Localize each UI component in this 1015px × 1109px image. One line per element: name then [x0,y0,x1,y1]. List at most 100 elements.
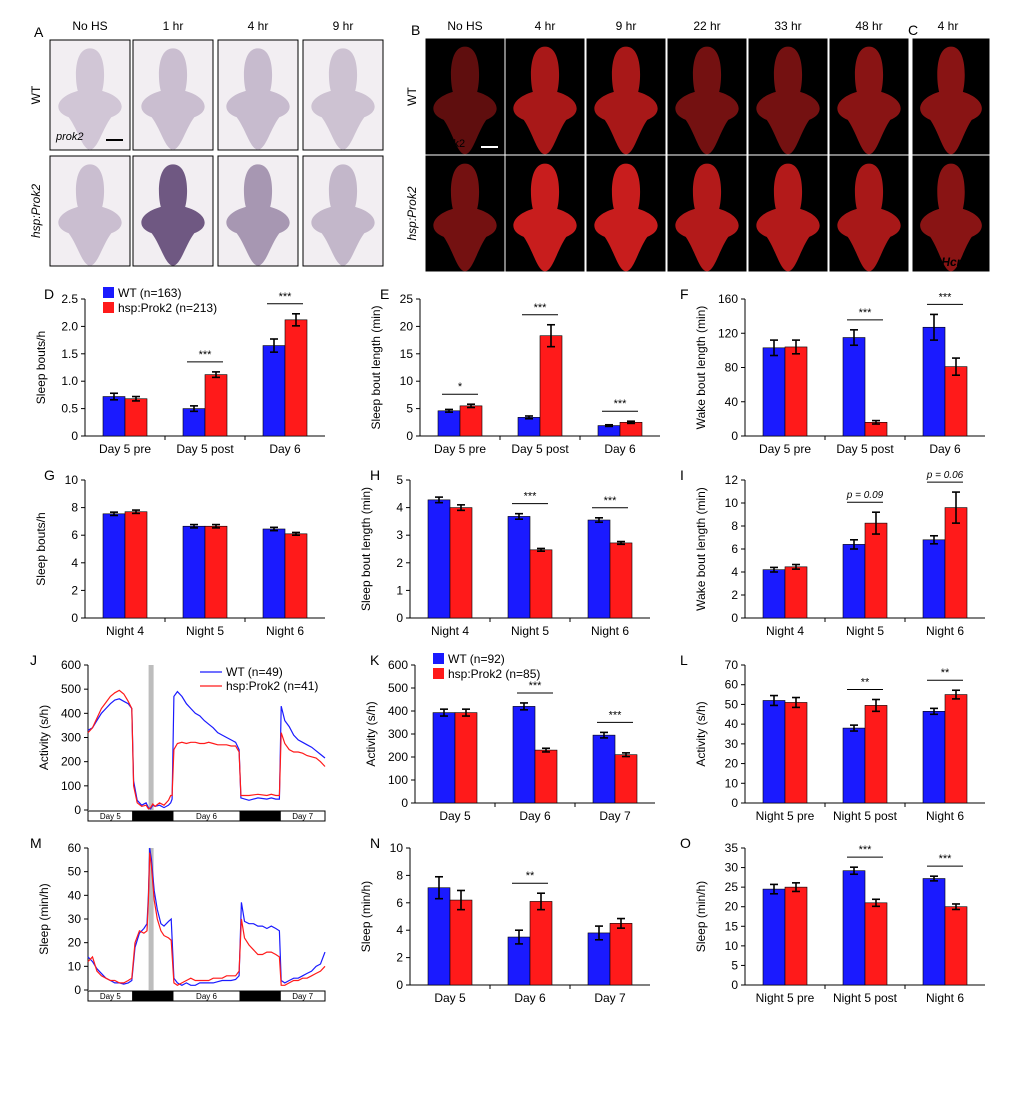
y-tick-label: 10 [400,374,414,388]
brain-shape [594,46,658,155]
bar [124,398,148,437]
y-tick-label: 2 [396,951,403,965]
y-tick-label: 400 [388,704,408,718]
y-tick-label: 120 [718,326,738,340]
chart-g: G 0 2 4 6 8 10 Sleep bouts/h Night 4 Night 5 Night… [34,467,325,638]
y-tick-label: 20 [725,900,739,914]
bar [842,727,866,804]
y-tick-label: 6 [71,528,78,542]
bar [454,712,478,804]
bar [922,326,946,437]
panel-letter: J [30,652,37,668]
heat-shock-marker [148,665,154,810]
y-tick-label: 500 [388,681,408,695]
y-tick-label: 20 [68,936,82,950]
brain-shape [311,164,375,266]
y-tick-label: 50 [725,697,739,711]
y-tick-label: 20 [725,757,739,771]
legend-swatch [433,668,444,679]
y-axis-label: Sleep bout length (min) [359,487,373,611]
y-tick-label: 80 [725,361,739,375]
y-axis-label: Sleep bouts/h [34,331,48,404]
row-label-c: WT [916,138,935,152]
chart-l: L 0 10 20 30 40 50 60 70 Activity (s/h) Night 5 pr… [680,652,985,823]
x-tick-label: Night 4 [431,624,469,638]
brain-shape [226,48,290,150]
y-axis-label: Sleep (min/h) [359,881,373,952]
lane-label: Day 6 [196,812,217,821]
y-tick-label: 0 [406,429,413,443]
y-axis-label: Wake bout length (min) [694,306,708,430]
chart-o: O 0 5 10 15 20 25 30 35 Sleep (min/h) Night 5 pre N… [680,835,985,1005]
bar [459,405,483,437]
x-tick-label: Night 6 [591,624,629,638]
y-tick-label: 70 [725,658,739,672]
brain-shape [594,163,658,272]
bar [262,345,286,437]
col-label-b: 48 hr [855,19,882,33]
y-tick-label: 300 [388,727,408,741]
brain-shape [141,48,205,150]
x-tick-label: Night 5 [511,624,549,638]
x-tick-label: Night 4 [106,624,144,638]
row-label-c: hsp:Hcrt [916,255,966,269]
lane-label: Day 5 [100,812,121,821]
x-tick-label: Day 6 [929,442,961,456]
legend-label: hsp:Prok2 (n=85) [448,667,540,681]
bar [864,902,888,986]
x-tick-label: Day 5 post [511,442,569,456]
brain-shape [58,164,122,266]
bar [922,878,946,986]
row-label-a: hsp:Prok2 [29,184,43,238]
bar [609,542,633,619]
panel-letter: E [380,286,389,302]
bar [922,711,946,804]
y-tick-label: 1.0 [61,374,78,388]
brain-shape [675,46,739,155]
x-tick-label: Night 6 [926,809,964,823]
panel-c: C 4 hr WT hsp:Hcrt [908,19,991,273]
chart-m: M 0 10 20 30 40 50 60 Sleep (min/h) Day 5 Night 5 D… [30,835,326,1002]
x-tick-label: Night 5 pre [756,991,815,1005]
y-tick-label: 30 [725,737,739,751]
bar [449,899,473,986]
bar [432,712,456,804]
significance-label: *** [534,302,548,314]
col-label-a: 4 hr [248,19,269,33]
bar [182,408,206,437]
x-tick-label: Night 5 [186,624,224,638]
x-tick-label: Day 6 [519,809,551,823]
y-tick-label: 0 [396,978,403,992]
x-tick-label: Day 5 post [176,442,234,456]
light-dark-lane [279,810,326,822]
y-tick-label: 160 [718,292,738,306]
y-tick-label: 10 [725,496,739,510]
bar [784,886,808,986]
col-label-a: 1 hr [163,19,184,33]
lane-label: Night 6 [247,812,275,821]
significance-label: *** [279,291,293,303]
col-label-a: No HS [72,19,107,33]
brain-shape [837,163,901,272]
y-tick-label: 25 [400,292,414,306]
y-tick-label: 8 [71,501,78,515]
bar [784,702,808,804]
bar [944,906,968,986]
significance-label: *** [529,680,543,692]
y-tick-label: 10 [725,939,739,953]
y-tick-label: 500 [61,682,81,696]
significance-label: * [458,381,463,393]
y-tick-label: 0.5 [61,402,78,416]
x-tick-label: Night 6 [926,991,964,1005]
col-label-b: 22 hr [693,19,720,33]
y-tick-label: 0 [731,611,738,625]
bar [587,932,611,986]
y-tick-label: 40 [725,717,739,731]
y-tick-label: 100 [388,773,408,787]
y-tick-label: 15 [725,919,739,933]
y-tick-label: 6 [731,542,738,556]
x-tick-label: Day 5 [439,809,471,823]
panel-letter: N [370,835,380,851]
y-tick-label: 0 [74,983,81,997]
legend-swatch [433,653,444,664]
